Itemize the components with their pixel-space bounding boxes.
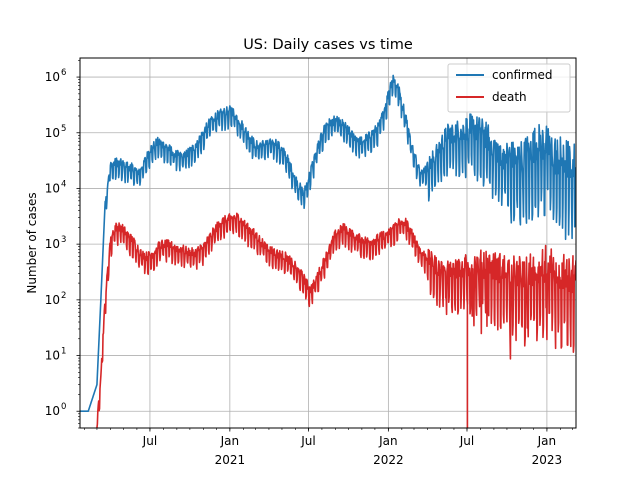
y-tick-exponent: 4 <box>61 179 66 189</box>
series-line-death <box>96 212 576 428</box>
y-tick-label: 10 <box>45 181 60 195</box>
y-tick-exponent: 2 <box>61 291 66 301</box>
x-tick-label: Jan <box>537 434 557 448</box>
y-tick-label: 10 <box>45 126 60 140</box>
y-tick-exponent: 3 <box>61 235 66 245</box>
x-tick-label: Jul <box>300 434 315 448</box>
series-group <box>80 74 576 428</box>
y-tick-exponent: 6 <box>61 68 66 78</box>
y-tick-label: 10 <box>45 404 60 418</box>
x-tick-sublabel: 2021 <box>215 453 246 467</box>
chart-title: US: Daily cases vs time <box>243 37 413 53</box>
series-line-confirmed <box>80 74 576 413</box>
x-tick-sublabel: 2022 <box>373 453 404 467</box>
y-tick-exponent: 5 <box>61 124 66 134</box>
legend: confirmed death <box>447 63 571 113</box>
x-tick-label: Jul <box>459 434 474 448</box>
y-tick-label: 10 <box>45 293 60 307</box>
y-tick-exponent: 0 <box>61 402 66 412</box>
y-tick-label: 10 <box>45 237 60 251</box>
x-tick-label: Jan <box>220 434 240 448</box>
x-tick-label: Jan <box>378 434 398 448</box>
x-tick-label: Jul <box>142 434 157 448</box>
plot-area <box>80 74 576 428</box>
axes-frame <box>79 57 577 429</box>
y-tick-label: 10 <box>45 70 60 84</box>
x-axis: Jul Jan 2021 Jul Jan 2022 Jul Jan 2023 <box>84 428 573 467</box>
y-axis-title: Number of cases <box>25 192 39 293</box>
y-tick-exponent: 1 <box>61 347 66 357</box>
legend-label-death: death <box>492 90 527 104</box>
legend-label-confirmed: confirmed <box>492 68 553 82</box>
y-tick-label: 10 <box>45 349 60 363</box>
x-tick-sublabel: 2023 <box>532 453 563 467</box>
